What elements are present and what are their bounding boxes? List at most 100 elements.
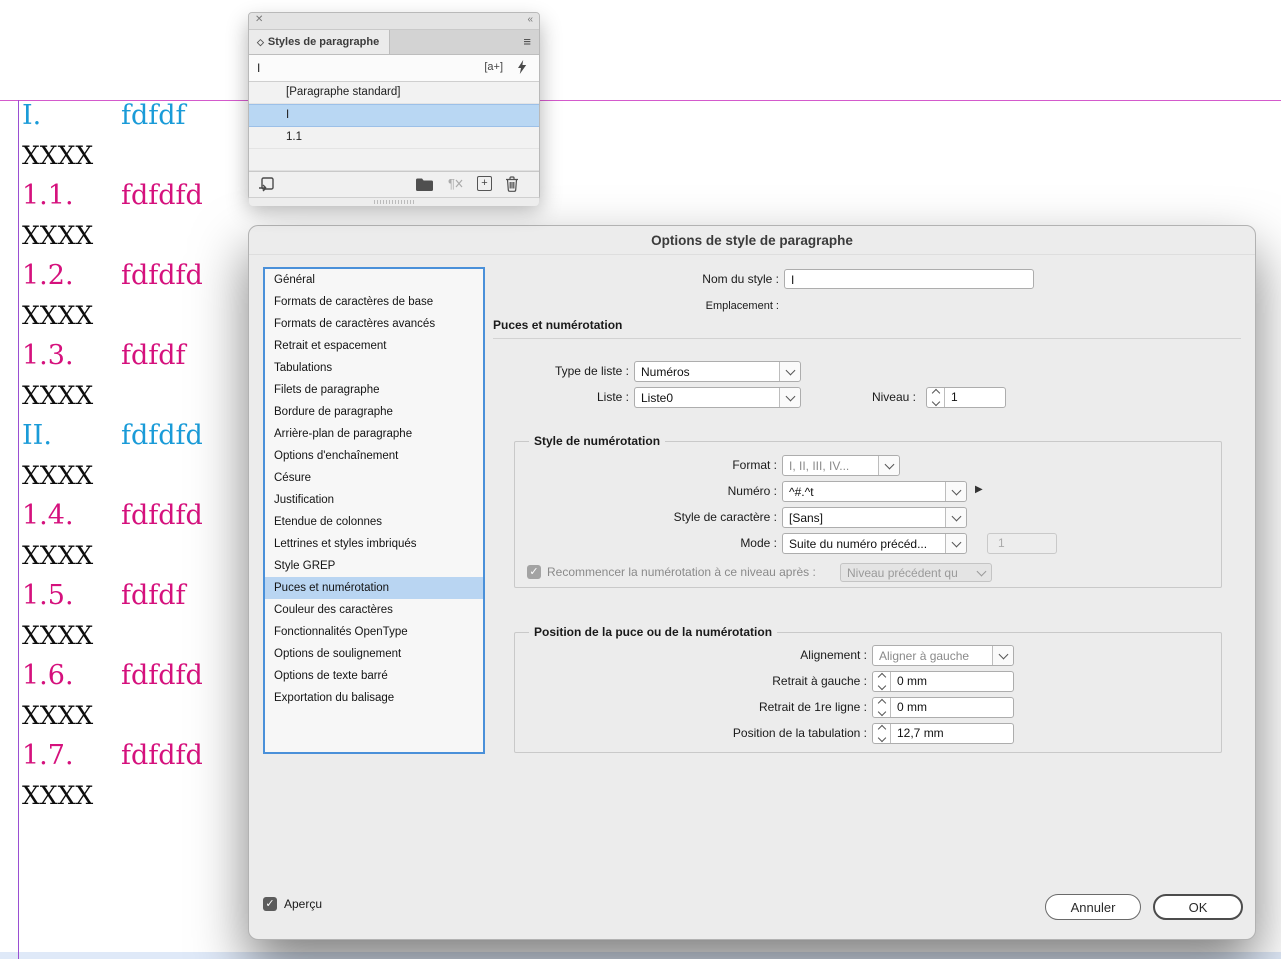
doc-line[interactable]: XXXX bbox=[0, 621, 248, 657]
style-item-i[interactable]: I bbox=[249, 104, 539, 127]
category-formats-caracteres-base[interactable]: Formats de caractères de base bbox=[274, 296, 434, 308]
style-name-input[interactable]: I bbox=[784, 269, 1034, 289]
preview-checkbox[interactable]: ✓ bbox=[263, 897, 277, 911]
doc-line[interactable]: 1.6. fdfdfd bbox=[0, 660, 248, 696]
category-formats-caracteres-avances[interactable]: Formats de caractères avancés bbox=[274, 318, 436, 330]
category-options-texte-barre[interactable]: Options de texte barré bbox=[274, 670, 388, 682]
doc-line[interactable]: XXXX bbox=[0, 541, 248, 577]
category-general[interactable]: Général bbox=[274, 274, 315, 286]
format-dropdown[interactable]: I, II, III, IV... bbox=[782, 455, 900, 476]
style-mapping-icon[interactable]: [a+] bbox=[484, 61, 503, 73]
doc-line[interactable]: XXXX bbox=[0, 701, 248, 737]
character-style-dropdown[interactable]: [Sans] bbox=[782, 507, 967, 528]
category-couleur-caracteres[interactable]: Couleur des caractères bbox=[274, 604, 393, 616]
close-icon[interactable]: ✕ bbox=[255, 14, 264, 25]
chevron-down-icon bbox=[945, 508, 966, 527]
cancel-button[interactable]: Annuler bbox=[1045, 894, 1141, 920]
list-type-dropdown[interactable]: Numéros bbox=[634, 361, 801, 382]
category-style-grep[interactable]: Style GREP bbox=[274, 560, 336, 572]
list-value: Liste0 bbox=[641, 390, 674, 405]
category-cesure[interactable]: Césure bbox=[274, 472, 312, 484]
stepper-arrows-icon[interactable] bbox=[873, 672, 891, 691]
trash-icon[interactable] bbox=[505, 176, 519, 192]
alignment-dropdown[interactable]: Aligner à gauche bbox=[872, 645, 1014, 666]
category-options-soulignement[interactable]: Options de soulignement bbox=[274, 648, 402, 660]
category-filets-paragraphe[interactable]: Filets de paragraphe bbox=[274, 384, 380, 396]
category-justification[interactable]: Justification bbox=[274, 494, 335, 506]
style-item-paragraphe-standard[interactable]: [Paragraphe standard] bbox=[249, 82, 539, 104]
category-lettrines-styles-imbriques[interactable]: Lettrines et styles imbriqués bbox=[274, 538, 417, 550]
category-exportation-balisage[interactable]: Exportation du balisage bbox=[274, 692, 395, 704]
doc-line[interactable]: 1.4. fdfdfd bbox=[0, 500, 248, 536]
chevron-down-icon bbox=[945, 482, 966, 501]
list-text: fdfdfd bbox=[121, 740, 203, 771]
clear-overrides-icon[interactable]: ¶ bbox=[448, 176, 463, 191]
format-value: I, II, III, IV... bbox=[789, 458, 850, 473]
list-number: I. bbox=[22, 100, 42, 131]
current-style-name[interactable]: I bbox=[257, 61, 261, 75]
doc-line[interactable]: XXXX bbox=[0, 461, 248, 497]
category-fonctionnalites-opentype[interactable]: Fonctionnalités OpenType bbox=[274, 626, 408, 638]
tab-position-label: Position de la tabulation : bbox=[732, 726, 867, 740]
doc-line[interactable]: 1.7. fdfdfd bbox=[0, 740, 248, 776]
create-style-group-icon[interactable] bbox=[258, 176, 274, 192]
category-bordure-paragraphe[interactable]: Bordure de paragraphe bbox=[274, 406, 393, 418]
alignment-label: Alignement : bbox=[800, 648, 867, 662]
doc-line[interactable]: XXXX bbox=[0, 221, 248, 257]
list-text: fdfdf bbox=[121, 580, 186, 611]
doc-line[interactable]: XXXX bbox=[0, 381, 248, 417]
panel-titlebar[interactable]: ✕ « bbox=[249, 13, 539, 30]
doc-line[interactable]: 1.1. fdfdfd bbox=[0, 180, 248, 216]
collapse-icon[interactable]: « bbox=[527, 14, 532, 25]
doc-line[interactable]: XXXX bbox=[0, 301, 248, 337]
paragraph-style-options-dialog: Options de style de paragraphe Général F… bbox=[248, 225, 1256, 940]
list-number: 1.5. bbox=[22, 580, 74, 611]
chevron-down-icon bbox=[992, 646, 1013, 665]
resize-handle[interactable] bbox=[374, 200, 414, 204]
list-number: 1.7. bbox=[22, 740, 74, 771]
list-dropdown[interactable]: Liste0 bbox=[634, 387, 801, 408]
panel-resize-strip[interactable] bbox=[249, 197, 539, 206]
style-name-row: I [a+] bbox=[249, 55, 539, 82]
pilcrow-glyph: ¶ bbox=[448, 176, 455, 191]
mode-dropdown[interactable]: Suite du numéro précéd... bbox=[782, 533, 967, 554]
styles-list-empty bbox=[249, 149, 539, 171]
doc-line[interactable]: 1.2. fdfdfd bbox=[0, 260, 248, 296]
doc-line[interactable]: XXXX bbox=[0, 141, 248, 177]
number-flyout-arrow-icon[interactable]: ▶ bbox=[975, 484, 983, 495]
check-icon: ✓ bbox=[265, 898, 275, 910]
folder-icon[interactable] bbox=[416, 178, 433, 191]
category-tabulations[interactable]: Tabulations bbox=[274, 362, 333, 374]
bullet-position-group: Position de la puce ou de la numérotatio… bbox=[514, 625, 1222, 753]
left-indent-stepper[interactable]: 0 mm bbox=[872, 671, 1014, 692]
category-puces-numerotation[interactable]: Puces et numérotation bbox=[265, 577, 483, 599]
doc-line[interactable]: XXXX bbox=[0, 781, 248, 817]
new-style-icon[interactable]: + bbox=[477, 176, 492, 191]
list-text: fdfdfd bbox=[121, 180, 203, 211]
category-retrait-espacement[interactable]: Retrait et espacement bbox=[274, 340, 387, 352]
stepper-arrows-icon[interactable] bbox=[873, 724, 891, 743]
ok-button[interactable]: OK bbox=[1153, 894, 1243, 920]
level-stepper[interactable]: 1 bbox=[926, 387, 1006, 408]
category-options-enchainement[interactable]: Options d'enchaînement bbox=[274, 450, 399, 462]
list-text: XXXX bbox=[22, 301, 94, 330]
number-combobox[interactable]: ^#.^t bbox=[782, 481, 967, 502]
mode-start-number-field[interactable]: 1 bbox=[987, 533, 1057, 554]
tab-styles-de-paragraphe[interactable]: ◇ Styles de paragraphe bbox=[249, 30, 391, 54]
stepper-arrows-icon[interactable] bbox=[927, 388, 945, 407]
restart-numbering-checkbox[interactable]: ✓ bbox=[527, 565, 541, 579]
doc-line[interactable]: 1.3. fdfdf bbox=[0, 340, 248, 376]
tab-position-stepper[interactable]: 12,7 mm bbox=[872, 723, 1014, 744]
style-item-1-1[interactable]: 1.1 bbox=[249, 127, 539, 149]
first-line-indent-stepper[interactable]: 0 mm bbox=[872, 697, 1014, 718]
doc-line[interactable]: II. fdfdfd bbox=[0, 420, 248, 456]
doc-line[interactable]: I. fdfdf bbox=[0, 100, 248, 136]
panel-menu-icon[interactable]: ≡ bbox=[523, 34, 531, 49]
category-arriere-plan-paragraphe[interactable]: Arrière-plan de paragraphe bbox=[274, 428, 413, 440]
restart-level-dropdown[interactable]: Niveau précédent qu bbox=[840, 563, 992, 582]
doc-line[interactable]: 1.5. fdfdf bbox=[0, 580, 248, 616]
stepper-arrows-icon[interactable] bbox=[873, 698, 891, 717]
lightning-icon[interactable] bbox=[517, 60, 527, 74]
category-etendue-colonnes[interactable]: Etendue de colonnes bbox=[274, 516, 383, 528]
